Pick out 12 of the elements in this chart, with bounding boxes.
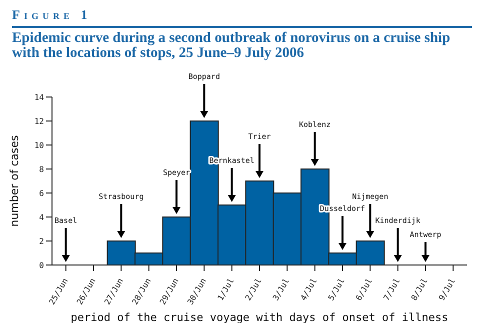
y-axis-title: number of cases [8, 134, 21, 227]
x-axis-title: period of the cruise voyage with days of onset of illness [70, 311, 448, 323]
y-tick-label: 6 [39, 188, 44, 198]
y-tick-label: 2 [39, 236, 44, 246]
chart-title: Epidemic curve during a second outbreak of norovirus on a cruise ship with the locations of stops, 25 June–9 July 2006 [12, 30, 452, 61]
y-tick-label: 0 [39, 260, 44, 270]
y-tick-label: 4 [39, 212, 44, 222]
y-tick-label: 8 [39, 164, 44, 174]
y-tick-label: 12 [34, 116, 44, 126]
caption: Figure 1 [12, 7, 92, 23]
y-tick-label: 14 [34, 92, 44, 102]
y-tick-label: 10 [34, 140, 44, 150]
